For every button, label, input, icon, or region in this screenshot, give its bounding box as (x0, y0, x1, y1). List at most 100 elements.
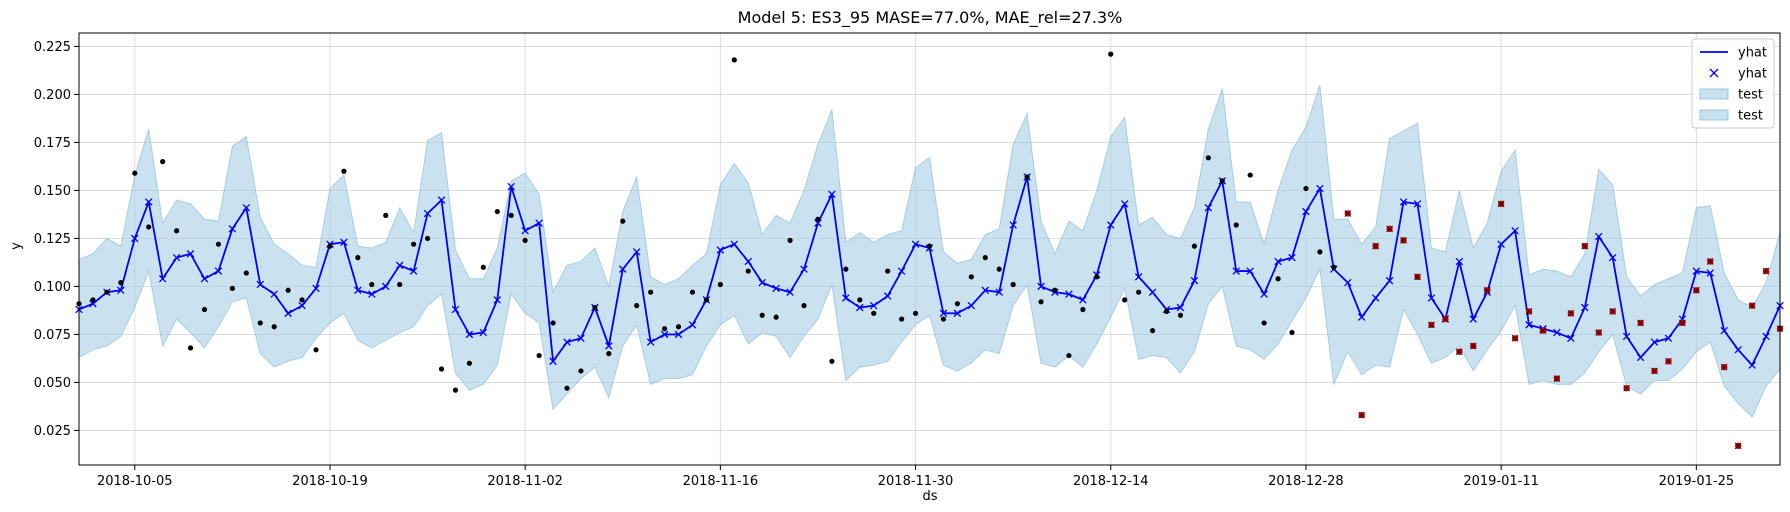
forecast-marker (674, 330, 683, 339)
forecast-marker (312, 284, 320, 293)
test-point-cross (1706, 258, 1714, 265)
forecast-marker (632, 248, 641, 256)
actual-point (717, 281, 723, 288)
legend-marker-key (1709, 68, 1719, 78)
forecast-marker (1357, 313, 1366, 321)
forecast-marker (549, 357, 557, 366)
y-tick-label: 0.175 (34, 136, 71, 151)
forecast-marker (354, 286, 362, 295)
forecast-marker (1469, 315, 1478, 323)
forecast-marker (981, 286, 990, 295)
test-point (1497, 200, 1505, 208)
test-point (1623, 384, 1630, 392)
test-point-cross (1511, 334, 1519, 342)
actual-point (466, 360, 472, 366)
test-point (1455, 348, 1463, 356)
test-point-cross (1358, 411, 1366, 419)
test-point-cross (1469, 342, 1477, 350)
actual-point (536, 352, 542, 359)
actual-point (899, 316, 905, 322)
x-tick-label: 2019-01-11 (1463, 474, 1539, 489)
x-tick-label: 2018-10-19 (292, 474, 368, 489)
actual-point (940, 316, 947, 322)
actual-point (1108, 51, 1114, 57)
forecast-marker (158, 275, 167, 283)
actual-point (689, 289, 696, 295)
actual-point (829, 358, 835, 364)
test-point-cross (1567, 309, 1575, 317)
y-tick-label: 0.100 (34, 280, 71, 295)
forecast-marker (1427, 294, 1436, 302)
forecast-marker (730, 240, 739, 248)
forecast-marker (1176, 303, 1185, 312)
forecast-marker (144, 198, 153, 206)
forecast-marker (716, 246, 725, 254)
actual-point (954, 301, 960, 307)
forecast-marker (1636, 353, 1645, 362)
test-point (1358, 411, 1366, 419)
x-tick-label: 2018-11-30 (878, 474, 954, 489)
forecast-marker (869, 301, 878, 310)
test-point-cross (1595, 329, 1603, 336)
forecast-marker (381, 282, 390, 291)
forecast-marker (1525, 321, 1533, 329)
points-layer (76, 51, 1784, 450)
actual-point (1205, 155, 1211, 161)
forecast-marker (1567, 334, 1575, 343)
actual-point (299, 297, 305, 303)
legend: yhat yhat test test (1691, 38, 1775, 129)
actual-point (801, 303, 807, 309)
x-tick-label: 2019-01-25 (1659, 474, 1735, 489)
test-point-cross (1679, 319, 1686, 327)
actual-point (926, 243, 933, 249)
forecast-marker (1232, 267, 1240, 275)
test-point-cross (1372, 242, 1380, 250)
forecast-marker (1288, 253, 1296, 262)
axis-layer: 2018-10-05 2018-10-19 2018-11-02 2018-11-16… (34, 40, 1734, 489)
forecast-marker (395, 261, 404, 270)
forecast-marker (897, 267, 906, 275)
test-point (1748, 302, 1756, 309)
legend-band-key (1699, 88, 1729, 100)
legend-label: test (1738, 109, 1763, 124)
forecast-marker (1594, 232, 1603, 241)
forecast-marker (340, 238, 348, 247)
test-point-cross (1400, 237, 1407, 244)
actual-point (480, 264, 486, 270)
forecast-marker (270, 290, 278, 298)
test-point (1567, 309, 1575, 317)
legend-label: yhat (1738, 67, 1767, 82)
actual-point (1010, 281, 1016, 288)
actual-point (1163, 308, 1170, 314)
actual-point (1136, 289, 1142, 295)
forecast-marker (786, 288, 794, 296)
actual-point (857, 297, 863, 303)
forecast-marker (883, 292, 892, 300)
forecast-marker (1344, 278, 1352, 287)
test-point (1511, 334, 1519, 342)
actual-point (885, 268, 891, 274)
test-point (1665, 357, 1672, 365)
x-tick-label: 2018-12-14 (1073, 474, 1149, 489)
forecast-marker (856, 303, 864, 312)
test-point (1539, 327, 1547, 334)
test-point-cross (1623, 384, 1630, 392)
test-point (1372, 242, 1380, 250)
forecast-marker (646, 338, 655, 346)
actual-point (187, 345, 194, 351)
actual-point (787, 237, 793, 243)
actual-point (1331, 264, 1337, 270)
forecast-marker (256, 280, 265, 289)
test-point-cross (1762, 267, 1770, 275)
test-point (1428, 321, 1435, 329)
forecast-marker (298, 301, 306, 310)
forecast-marker (1455, 257, 1464, 266)
actual-point (675, 324, 682, 330)
test-point (1414, 273, 1421, 281)
legend-band-key (1699, 109, 1729, 121)
forecast-marker (911, 240, 920, 248)
forecast-marker (1274, 257, 1282, 266)
actual-point (397, 281, 403, 288)
forecast-marker (131, 234, 139, 243)
forecast-marker (200, 275, 209, 283)
